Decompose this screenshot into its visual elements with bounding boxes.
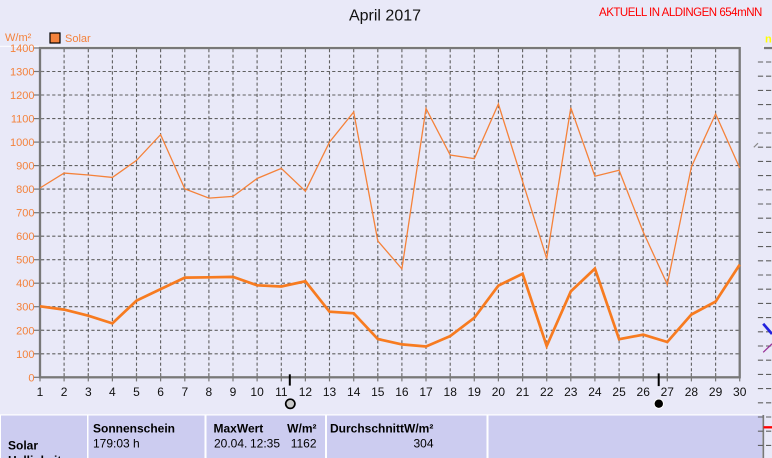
svg-text:8: 8 [206, 385, 213, 399]
svg-text:4: 4 [109, 385, 116, 399]
svg-text:19: 19 [468, 385, 482, 399]
svg-text:12: 12 [299, 385, 313, 399]
svg-text:Sonnenschein: Sonnenschein [93, 422, 175, 436]
svg-text:600: 600 [16, 231, 34, 243]
svg-text:1162: 1162 [291, 437, 317, 451]
svg-text:900: 900 [16, 161, 34, 173]
svg-text:1300: 1300 [10, 67, 34, 79]
svg-text:23: 23 [564, 385, 578, 399]
svg-text:2: 2 [61, 385, 68, 399]
svg-text:200: 200 [16, 325, 34, 337]
svg-text:5: 5 [133, 385, 140, 399]
svg-text:304: 304 [413, 437, 433, 451]
svg-text:3: 3 [85, 385, 92, 399]
svg-text:12:35: 12:35 [250, 437, 280, 451]
svg-text:1200: 1200 [10, 90, 34, 102]
svg-text:nie: nie [765, 34, 772, 46]
svg-text:1: 1 [37, 385, 44, 399]
svg-text:11: 11 [275, 385, 288, 399]
svg-text:13: 13 [323, 385, 337, 399]
svg-text:Helligkeit: Helligkeit [8, 454, 61, 458]
svg-text:18: 18 [444, 385, 458, 399]
svg-text:25: 25 [612, 385, 626, 399]
svg-text:April 2017: April 2017 [349, 8, 421, 25]
svg-text:400: 400 [16, 278, 34, 290]
svg-text:MaxWert: MaxWert [214, 422, 264, 436]
svg-text:179:03 h: 179:03 h [93, 437, 140, 451]
svg-text:300: 300 [16, 302, 34, 314]
svg-text:21: 21 [516, 385, 530, 399]
svg-text:AKTUELL IN ALDINGEN 654mNN: AKTUELL IN ALDINGEN 654mNN [599, 7, 762, 19]
svg-text:W/m²: W/m² [5, 32, 32, 44]
svg-text:7: 7 [181, 385, 188, 399]
svg-text:Solar: Solar [8, 439, 38, 453]
svg-text:15: 15 [371, 385, 385, 399]
svg-text:14: 14 [347, 385, 361, 399]
svg-text:9: 9 [230, 385, 237, 399]
svg-text:1000: 1000 [10, 137, 34, 149]
svg-text:30: 30 [733, 385, 747, 399]
svg-text:10: 10 [250, 385, 264, 399]
svg-text:26: 26 [637, 385, 651, 399]
svg-text:24: 24 [588, 385, 602, 399]
svg-text:20: 20 [492, 385, 506, 399]
svg-text:0: 0 [28, 372, 34, 384]
svg-text:1100: 1100 [11, 114, 35, 126]
svg-text:700: 700 [16, 208, 34, 220]
svg-text:29: 29 [709, 385, 723, 399]
svg-text:100: 100 [16, 349, 34, 361]
svg-text:16: 16 [395, 385, 409, 399]
svg-text:500: 500 [16, 255, 34, 267]
svg-text:1400: 1400 [10, 43, 34, 55]
svg-text:DurchschnittW/m²: DurchschnittW/m² [330, 422, 433, 436]
svg-text:20.04.: 20.04. [214, 437, 247, 451]
svg-text:6: 6 [157, 385, 164, 399]
svg-text:17: 17 [419, 385, 433, 399]
svg-text:22: 22 [540, 385, 554, 399]
svg-text:Solar: Solar [65, 33, 91, 45]
svg-text:800: 800 [16, 184, 34, 196]
svg-text:27: 27 [661, 385, 675, 399]
svg-text:W/m²: W/m² [287, 422, 316, 436]
svg-text:28: 28 [685, 385, 699, 399]
